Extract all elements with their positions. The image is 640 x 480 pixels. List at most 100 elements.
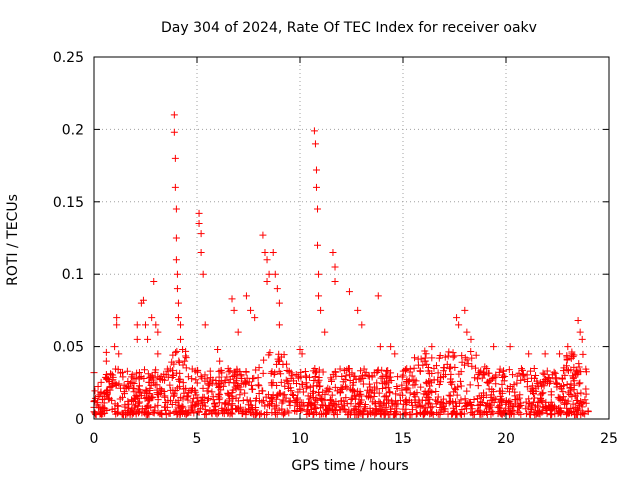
data-point xyxy=(543,410,551,418)
data-point xyxy=(215,384,223,392)
data-point xyxy=(288,391,296,399)
data-point xyxy=(457,396,465,404)
data-point xyxy=(272,401,280,409)
data-point xyxy=(525,350,533,358)
data-point xyxy=(317,395,325,403)
data-point xyxy=(365,388,373,396)
data-point xyxy=(219,407,227,415)
data-point xyxy=(150,277,158,285)
data-point xyxy=(201,377,209,385)
data-point xyxy=(490,343,498,351)
data-point xyxy=(215,399,223,407)
data-point xyxy=(336,389,344,397)
data-point xyxy=(553,379,561,387)
data-point xyxy=(375,398,383,406)
data-point xyxy=(484,379,492,387)
data-point xyxy=(313,396,321,404)
data-point xyxy=(173,270,181,278)
data-point xyxy=(380,399,388,407)
data-point xyxy=(338,384,346,392)
data-point xyxy=(407,398,415,406)
data-point xyxy=(515,394,523,402)
data-point xyxy=(498,395,506,403)
data-point xyxy=(462,399,470,407)
data-point xyxy=(351,372,359,380)
data-point xyxy=(556,404,564,412)
data-point xyxy=(259,387,267,395)
data-point xyxy=(195,220,203,228)
data-point xyxy=(559,375,566,383)
data-point xyxy=(560,393,568,401)
data-point xyxy=(128,371,136,379)
data-point xyxy=(141,366,148,374)
data-point xyxy=(168,400,176,408)
data-point xyxy=(100,404,108,412)
data-point xyxy=(325,401,333,409)
data-point xyxy=(179,345,187,353)
data-point xyxy=(247,401,255,409)
data-point xyxy=(434,369,442,377)
data-point xyxy=(179,395,187,403)
data-point xyxy=(568,350,576,358)
data-point xyxy=(154,350,162,358)
data-point xyxy=(441,353,449,361)
data-point xyxy=(93,398,101,406)
data-point xyxy=(278,409,286,417)
data-point xyxy=(121,401,129,409)
data-point xyxy=(130,374,138,382)
data-point xyxy=(344,411,352,419)
data-point xyxy=(401,397,409,405)
data-point xyxy=(133,335,141,343)
data-point xyxy=(170,392,178,400)
data-point xyxy=(541,350,549,358)
data-point xyxy=(254,374,262,382)
data-point xyxy=(513,407,521,415)
data-point xyxy=(488,407,496,415)
data-point xyxy=(545,402,553,410)
data-point xyxy=(137,392,145,400)
data-point xyxy=(406,389,414,397)
data-point xyxy=(154,328,162,336)
data-point xyxy=(246,409,254,417)
data-point xyxy=(287,387,295,395)
data-point xyxy=(166,381,174,389)
data-point xyxy=(511,388,519,396)
data-point xyxy=(505,405,513,413)
data-point xyxy=(577,389,585,397)
data-point xyxy=(563,353,571,361)
data-point xyxy=(575,363,583,371)
data-point xyxy=(221,376,229,384)
data-point xyxy=(182,354,190,362)
data-point xyxy=(275,321,283,329)
data-point xyxy=(392,405,400,413)
data-point xyxy=(174,314,182,322)
data-point xyxy=(389,411,397,419)
data-point xyxy=(366,383,374,391)
data-point xyxy=(314,241,322,249)
data-point xyxy=(97,378,105,386)
data-point xyxy=(156,410,164,418)
data-point xyxy=(336,365,344,373)
data-point xyxy=(331,263,339,271)
data-point xyxy=(294,372,302,380)
data-point xyxy=(360,406,368,414)
data-point xyxy=(326,396,334,404)
data-point xyxy=(497,396,505,404)
data-point xyxy=(536,410,544,418)
data-point xyxy=(417,383,425,391)
data-point xyxy=(161,392,169,400)
data-point xyxy=(563,380,571,388)
data-point xyxy=(251,314,259,322)
data-point xyxy=(133,393,141,401)
data-point xyxy=(319,401,327,409)
y-tick-label: 0 xyxy=(75,412,84,428)
data-point xyxy=(528,385,536,393)
data-point xyxy=(225,379,233,387)
data-point xyxy=(263,409,271,417)
data-point xyxy=(365,373,373,381)
x-tick-label: 25 xyxy=(600,431,618,447)
data-point xyxy=(183,393,191,401)
data-point xyxy=(202,410,210,418)
data-point xyxy=(177,321,185,329)
data-point xyxy=(152,321,160,329)
